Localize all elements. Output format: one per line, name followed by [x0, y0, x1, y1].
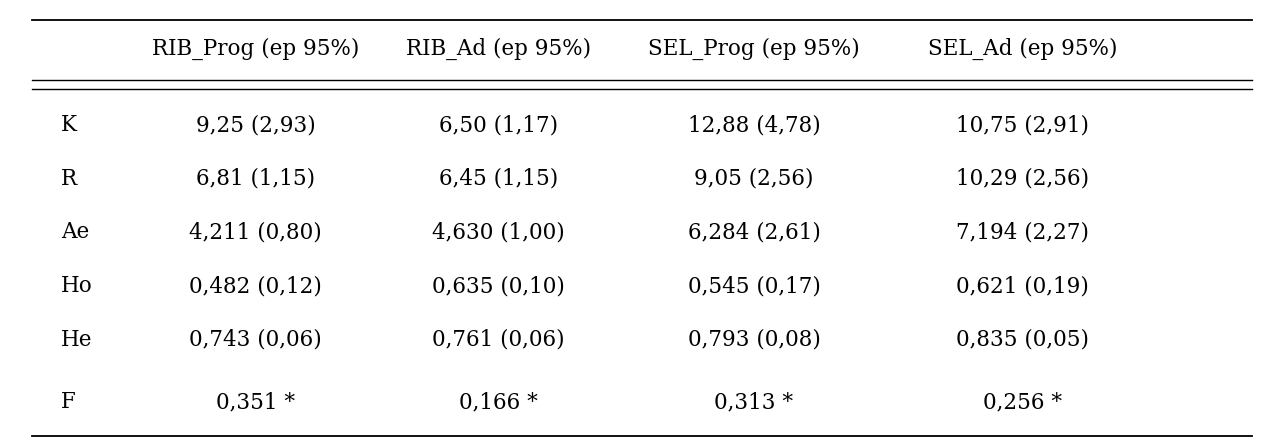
Text: 6,45 (1,15): 6,45 (1,15): [438, 168, 558, 190]
Text: 0,621 (0,19): 0,621 (0,19): [956, 275, 1089, 297]
Text: Ae: Ae: [61, 221, 89, 244]
Text: He: He: [61, 329, 93, 351]
Text: 10,75 (2,91): 10,75 (2,91): [956, 114, 1089, 136]
Text: 0,482 (0,12): 0,482 (0,12): [189, 275, 322, 297]
Text: 9,05 (2,56): 9,05 (2,56): [694, 168, 814, 190]
Text: RIB_Ad (ep 95%): RIB_Ad (ep 95%): [406, 38, 590, 60]
Text: 9,25 (2,93): 9,25 (2,93): [196, 114, 316, 136]
Text: 0,256 *: 0,256 *: [983, 391, 1062, 413]
Text: 6,50 (1,17): 6,50 (1,17): [438, 114, 558, 136]
Text: SEL_Ad (ep 95%): SEL_Ad (ep 95%): [928, 38, 1117, 60]
Text: 6,284 (2,61): 6,284 (2,61): [688, 221, 820, 244]
Text: 12,88 (4,78): 12,88 (4,78): [688, 114, 820, 136]
Text: 0,835 (0,05): 0,835 (0,05): [956, 329, 1089, 351]
Text: F: F: [61, 391, 77, 413]
Text: 0,313 *: 0,313 *: [714, 391, 794, 413]
Text: K: K: [61, 114, 78, 136]
Text: 0,635 (0,10): 0,635 (0,10): [432, 275, 565, 297]
Text: 0,743 (0,06): 0,743 (0,06): [189, 329, 322, 351]
Text: 0,761 (0,06): 0,761 (0,06): [432, 329, 565, 351]
Text: Ho: Ho: [61, 275, 93, 297]
Text: 0,545 (0,17): 0,545 (0,17): [688, 275, 820, 297]
Text: 4,211 (0,80): 4,211 (0,80): [189, 221, 322, 244]
Text: 4,630 (1,00): 4,630 (1,00): [432, 221, 565, 244]
Text: RIB_Prog (ep 95%): RIB_Prog (ep 95%): [152, 38, 359, 60]
Text: 6,81 (1,15): 6,81 (1,15): [196, 168, 316, 190]
Text: 0,793 (0,08): 0,793 (0,08): [688, 329, 820, 351]
Text: SEL_Prog (ep 95%): SEL_Prog (ep 95%): [648, 38, 860, 60]
Text: 10,29 (2,56): 10,29 (2,56): [956, 168, 1089, 190]
Text: 7,194 (2,27): 7,194 (2,27): [956, 221, 1089, 244]
Text: 0,166 *: 0,166 *: [459, 391, 538, 413]
Text: 0,351 *: 0,351 *: [216, 391, 295, 413]
Text: R: R: [61, 168, 78, 190]
